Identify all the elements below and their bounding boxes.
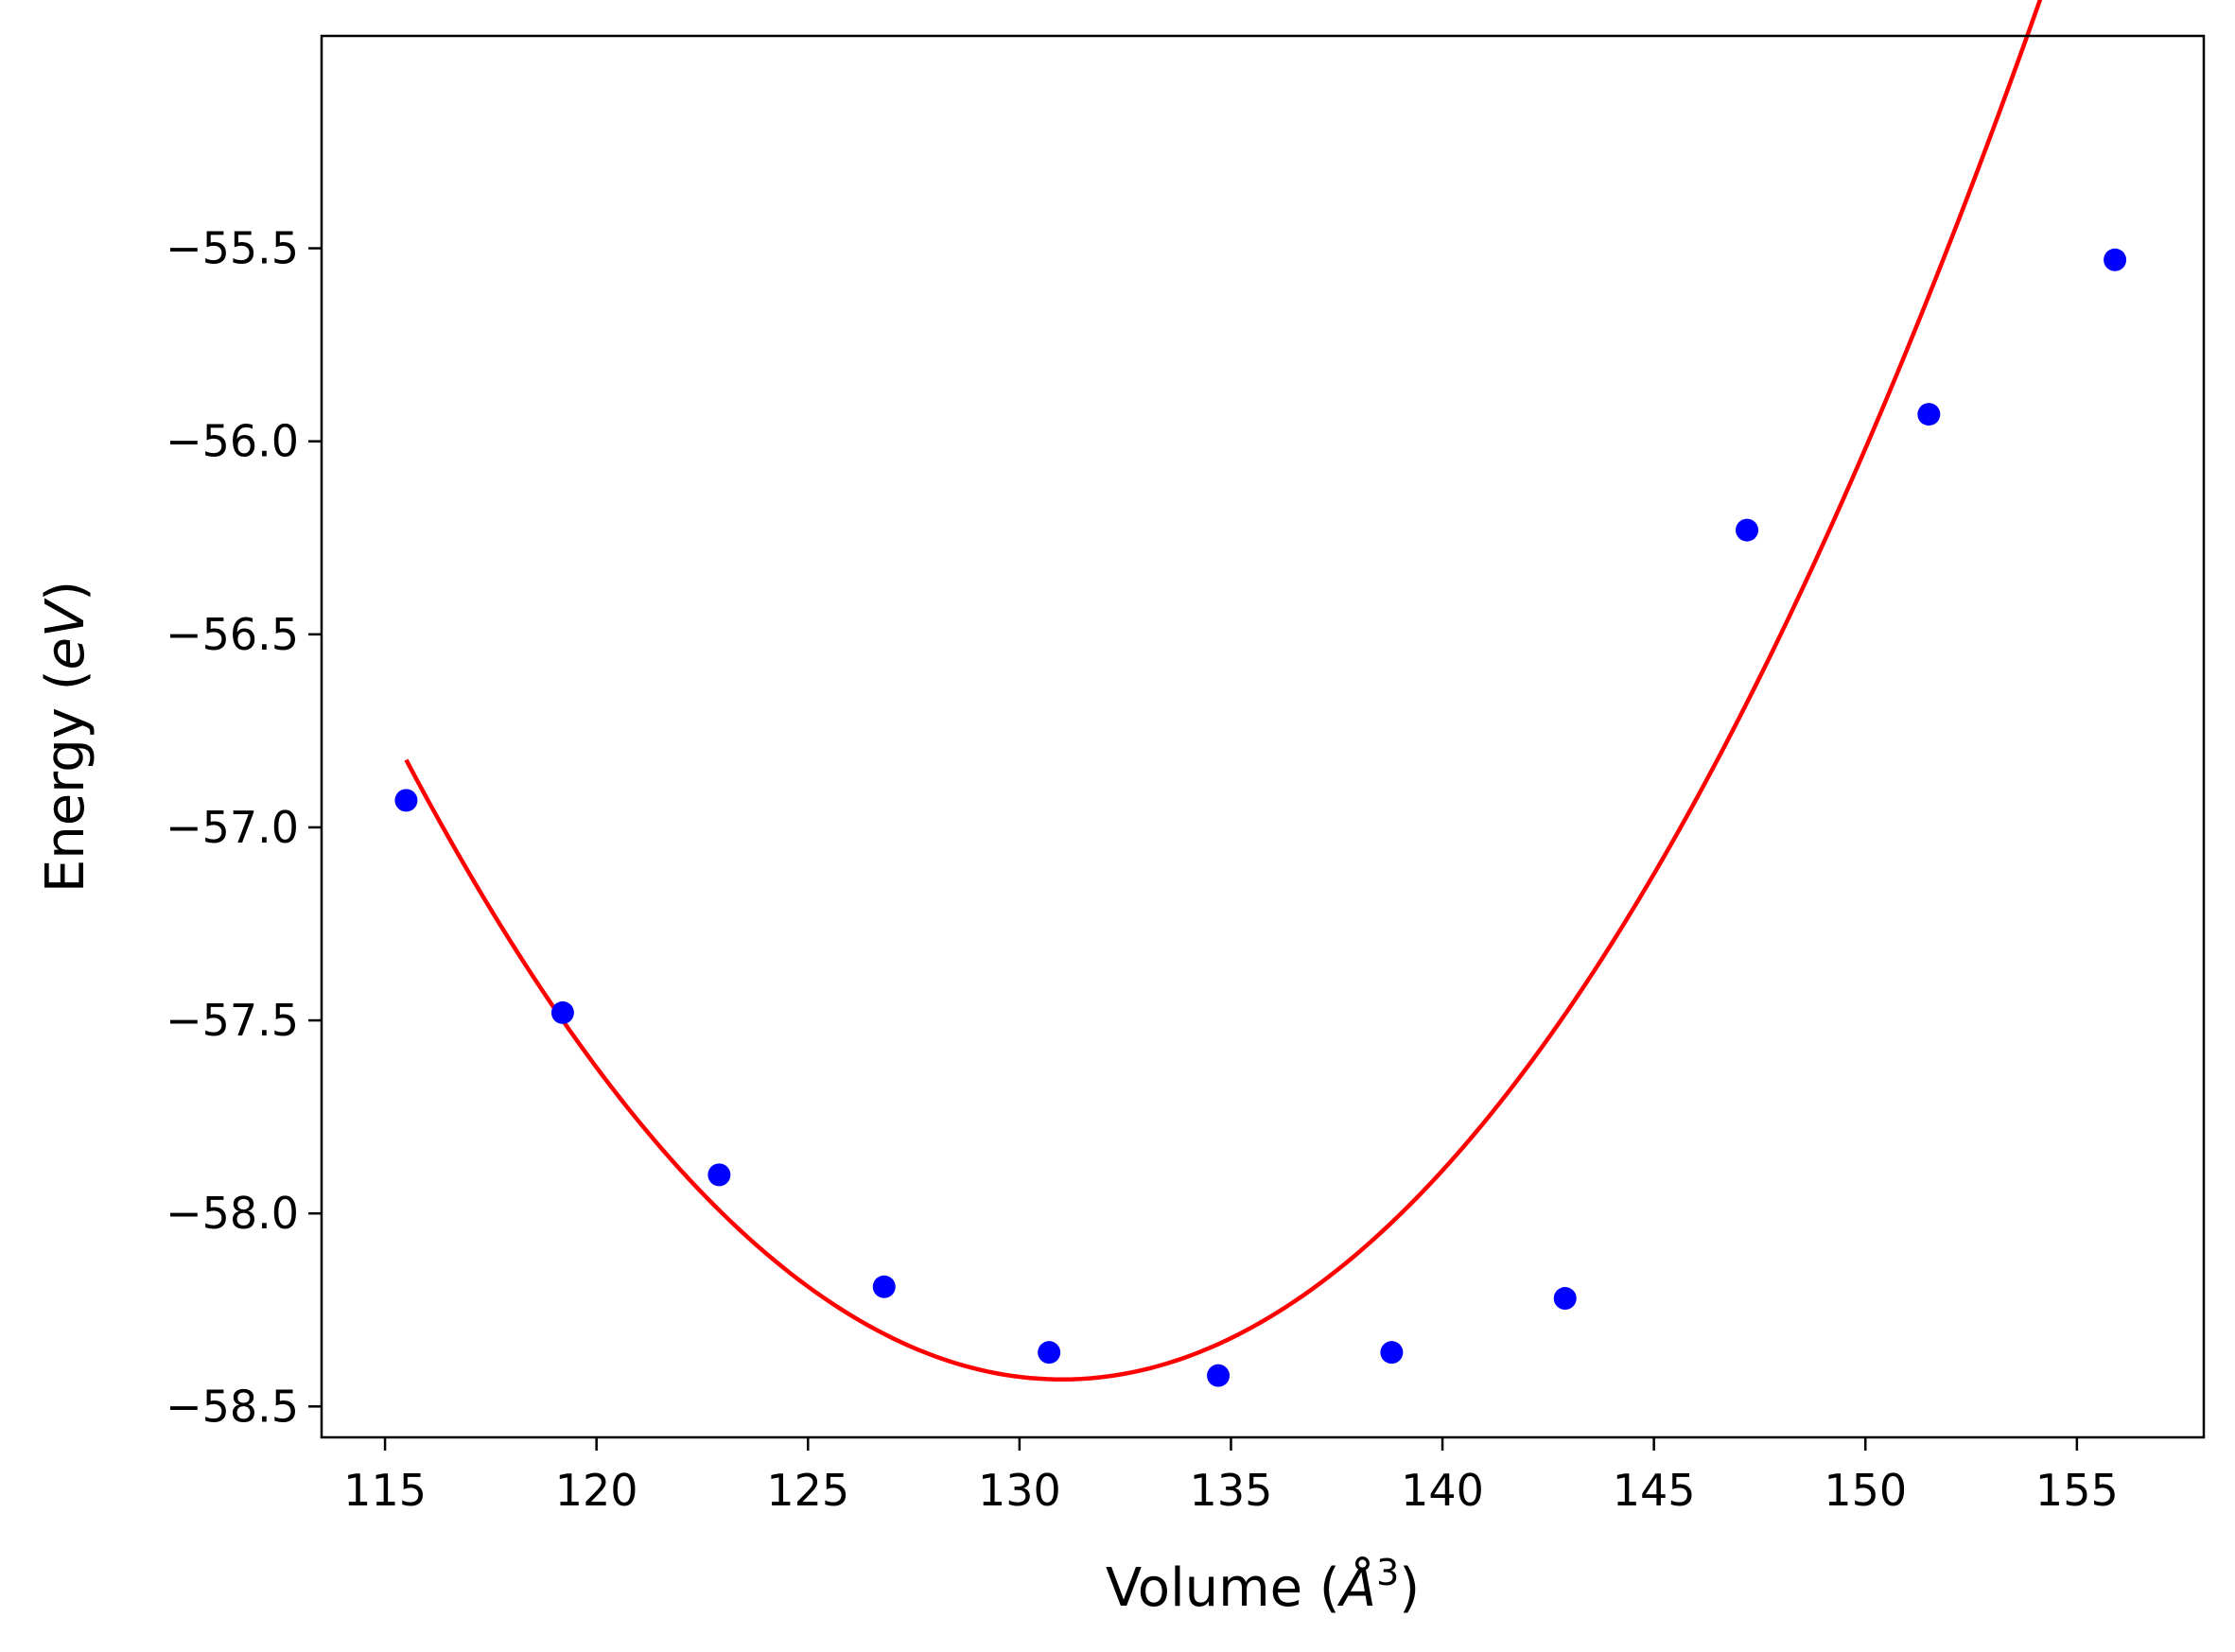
y-tick-label: −58.5 xyxy=(166,1381,299,1432)
x-tick-label: 115 xyxy=(343,1465,427,1516)
fit-curve-layer xyxy=(404,0,2043,1382)
y-tick-label: −55.5 xyxy=(166,223,299,274)
data-point xyxy=(394,789,418,812)
y-tick-label: −56.5 xyxy=(166,609,299,660)
x-tick-label: 135 xyxy=(1190,1465,1273,1516)
x-tick-label: 155 xyxy=(2035,1465,2119,1516)
y-axis-title: Energy (eV) xyxy=(35,581,96,893)
y-tick-label: −57.0 xyxy=(166,802,299,853)
data-point xyxy=(1380,1341,1404,1365)
plot-frame xyxy=(320,34,2206,1439)
x-axis-ticks: 115 120 125 130 135 140 145 150 155 xyxy=(343,1437,2119,1516)
x-axis-title: Volume (Å3) xyxy=(1106,1552,1420,1619)
y-axis-ticks: −55.5 −56.0 −56.5 −57.0 −57.5 −58.0 −58.5 xyxy=(166,223,322,1432)
data-point xyxy=(872,1275,896,1298)
data-point xyxy=(1553,1287,1577,1311)
x-tick-label: 125 xyxy=(766,1465,849,1516)
data-point xyxy=(550,1000,574,1024)
data-point xyxy=(1038,1341,1061,1365)
x-tick-label: 145 xyxy=(1613,1465,1696,1516)
y-tick-label: −58.0 xyxy=(166,1188,299,1239)
x-tick-label: 120 xyxy=(555,1465,638,1516)
data-point xyxy=(1917,403,1941,426)
y-tick-label: −57.5 xyxy=(166,995,299,1046)
fit-curve xyxy=(404,0,2043,1382)
data-point xyxy=(2104,248,2127,271)
y-tick-label: −56.0 xyxy=(166,416,299,467)
plot-area xyxy=(322,36,2204,1437)
x-tick-label: 150 xyxy=(1824,1465,1907,1516)
x-tick-label: 130 xyxy=(978,1465,1061,1516)
data-points-layer xyxy=(394,248,2127,1387)
x-tick-label: 140 xyxy=(1401,1465,1484,1516)
data-point xyxy=(1207,1364,1231,1387)
data-point xyxy=(707,1163,731,1187)
data-point xyxy=(1736,518,1759,542)
